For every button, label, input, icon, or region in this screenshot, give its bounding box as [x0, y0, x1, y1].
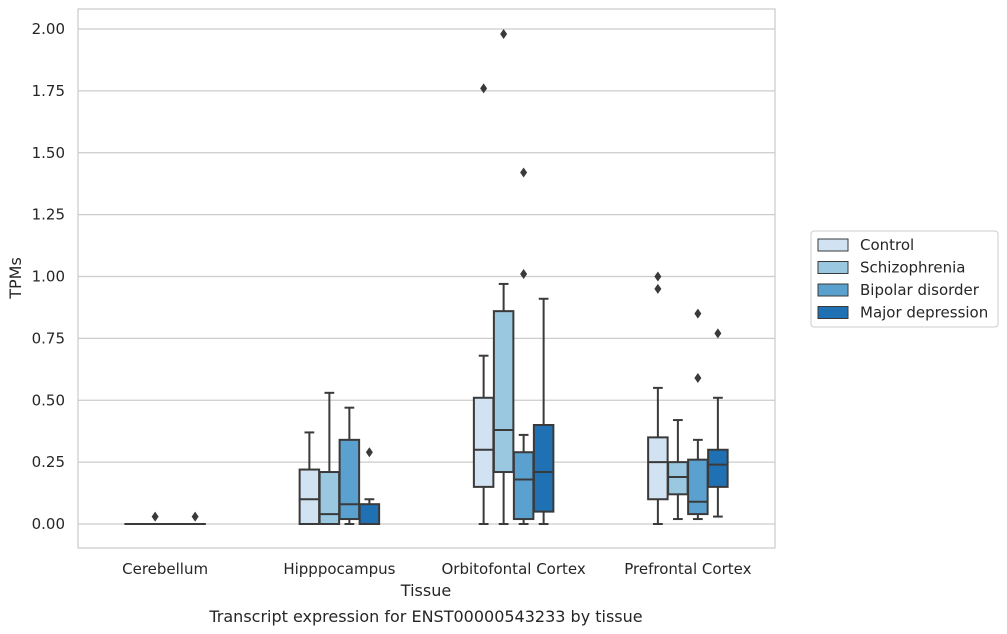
legend-swatch [817, 238, 849, 252]
box-body [667, 461, 689, 496]
y-tick-label: 1.25 [32, 206, 65, 224]
outlier-point [520, 167, 528, 178]
plot-frame [77, 8, 776, 549]
x-tick-label: Cerebellum [122, 560, 208, 578]
outlier-point [654, 271, 662, 282]
outlier-point [480, 83, 488, 94]
legend-swatch [817, 283, 849, 297]
box-body [492, 310, 515, 474]
y-tick-label: 2.00 [32, 20, 65, 38]
box-body [358, 503, 381, 526]
y-tick-label: 1.50 [32, 144, 65, 162]
box-schizophrenia [144, 511, 166, 526]
legend-label: Major depression [860, 304, 988, 322]
outlier-point [520, 269, 528, 280]
y-tick-label: 1.00 [32, 268, 65, 286]
outlier-point [500, 28, 508, 39]
box-body [707, 448, 729, 488]
grid-lines [78, 28, 775, 525]
box-body [647, 436, 669, 501]
x-tick-label: Orbitofontal Cortex [442, 560, 586, 578]
outlier-point [365, 447, 373, 458]
y-tick-label: 0.25 [32, 453, 65, 471]
x-axis-title: Tissue [400, 581, 451, 600]
y-axis-title: TPMs [6, 257, 25, 300]
box-bipolar-disorder [512, 167, 535, 525]
legend-swatch [817, 261, 849, 274]
legend-label: Schizophrenia [860, 259, 965, 277]
y-tick-label: 1.75 [32, 82, 65, 100]
outlier-point [191, 511, 199, 522]
box-control [647, 271, 669, 525]
box-major-depression [707, 328, 729, 518]
box-bipolar-disorder [687, 308, 709, 521]
x-tick-label: Hipppocampus [283, 560, 395, 578]
y-tick-labels: 0.00 0.25 0.50 0.75 1.00 1.25 1.50 1.75 2.00 [32, 20, 65, 533]
box-major-depression [532, 297, 555, 525]
box-body [532, 424, 555, 513]
box-major-depression [358, 447, 381, 526]
box-body [318, 471, 341, 525]
outlier-point [714, 328, 722, 339]
outlier-point [694, 372, 702, 383]
outlier-point [694, 308, 702, 319]
box-schizophrenia [492, 28, 515, 525]
box-body [472, 396, 495, 488]
legend-label: Bipolar disorder [860, 281, 980, 299]
box-bipolar-disorder [338, 406, 361, 525]
box-body [338, 438, 361, 521]
box-body [687, 458, 709, 516]
x-tick-label: Prefrontal Cortex [624, 560, 751, 578]
box-control [472, 83, 495, 525]
outlier-point [654, 283, 662, 294]
legend-swatch [817, 306, 849, 319]
figure-caption: Transcript expression for ENST0000054323… [208, 607, 642, 626]
legend: Control Schizophrenia Bipolar disorder Majo… [810, 230, 999, 328]
box-body [512, 451, 535, 521]
legend-label: Control [860, 236, 914, 254]
outlier-point [151, 511, 159, 522]
y-tick-label: 0.75 [32, 329, 65, 347]
box-schizophrenia [667, 419, 689, 521]
boxes [124, 28, 729, 526]
box-schizophrenia [318, 391, 341, 525]
box-control [298, 431, 321, 525]
y-tick-label: 0.00 [32, 515, 65, 533]
y-tick-label: 0.50 [32, 391, 65, 409]
box-major-depression [184, 511, 206, 526]
x-tick-labels: Cerebellum Hipppocampus Orbitofontal Corte… [122, 560, 751, 578]
box-body [298, 468, 321, 525]
legend-frame [810, 230, 999, 328]
